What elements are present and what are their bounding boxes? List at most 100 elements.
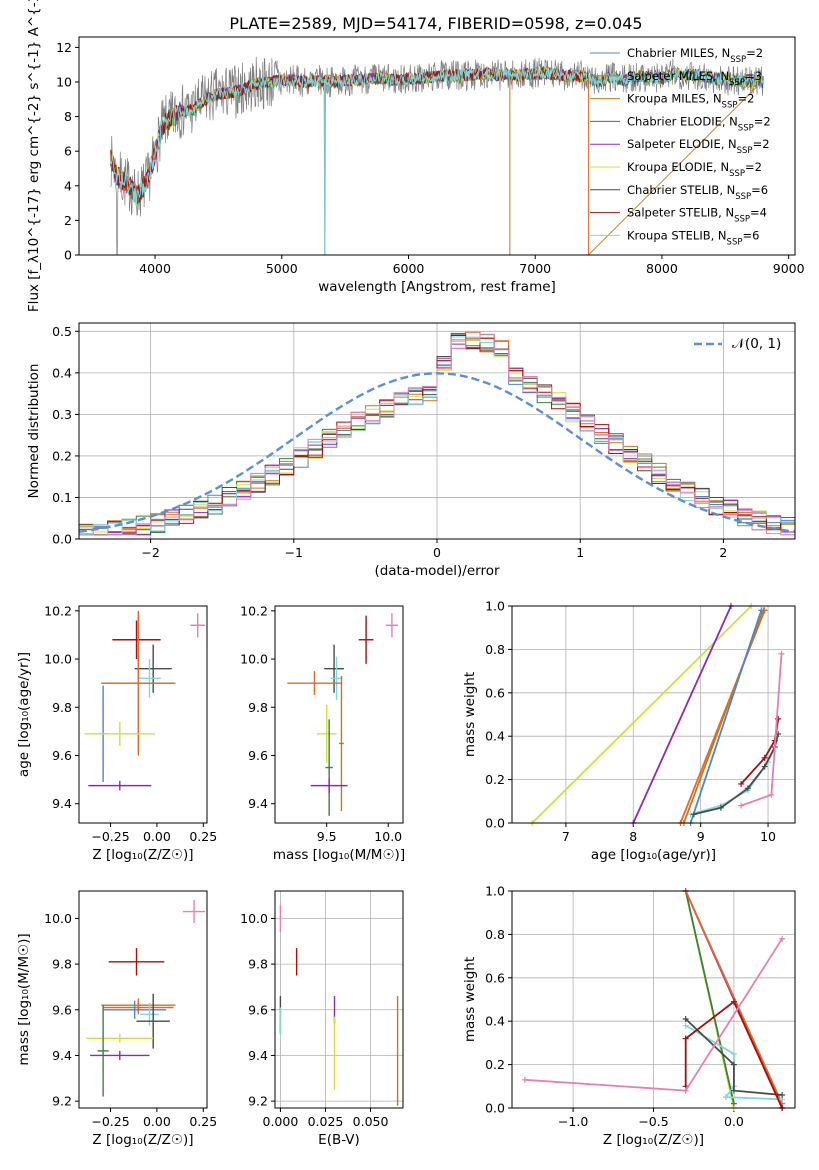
errorbar-point [103,1000,174,1015]
mass-weight-marker [717,804,724,811]
y-tick-label: 9.6 [52,748,72,763]
y-tick-label: 4 [64,178,72,193]
x-tick-label: 8000 [646,261,678,276]
y-tick-label: 10.0 [44,652,72,667]
y-tick-label: 9.6 [52,1002,72,1017]
y-tick-label: 0.2 [485,1057,505,1072]
y-tick-label: 0.4 [52,365,72,380]
y-tick-label: 0.4 [485,729,505,744]
y-tick-label: 12 [56,40,72,55]
errorbar-point [310,778,348,793]
x-tick-label: −1 [285,545,303,560]
x-tick-label: 9 [697,829,705,844]
x-tick-label: 7000 [519,261,551,276]
y-tick-label: 0.0 [485,816,505,831]
y-tick-label: 0.2 [52,448,72,463]
y-tick-label: 9.4 [248,796,268,811]
x-tick-label: 0.25 [189,829,217,844]
mass_vs_ebv-axes: 0.000 0.025 0.050 9.2 9.4 9.6 9.8 10.0 E(B-V) [240,891,403,1148]
y-tick-label: 0.0 [52,532,72,547]
y-tick-label: 9.8 [52,957,72,972]
errorbar-group [86,900,206,1097]
x-axis-label: mass [log₁₀(M/M☉)] [273,847,405,863]
y-tick-label: 1.0 [485,599,505,614]
x-axis-label: age [log₁₀(age/yr)] [591,847,716,863]
mass-weight-marker [761,754,768,761]
y-tick-label: 0.6 [485,685,505,700]
histogram-series [79,334,795,536]
y-tick-label: 9.8 [248,700,268,715]
model-spectrum-line [110,67,764,203]
y-tick-label: 9.4 [52,1048,72,1063]
y-tick-label: 2 [64,213,72,228]
errorbar-point [324,644,344,693]
x-tick-label: 1 [576,545,584,560]
x-tick-label: 6000 [393,261,425,276]
errorbar-point [108,948,165,976]
mass-weight-marker [738,780,745,787]
spectrum-frame [78,36,796,256]
x-tick-label: 0 [433,545,441,560]
errorbar-point [97,1005,109,1097]
x-tick-label: 0.000 [263,1114,299,1129]
mass-weight-line [689,610,763,824]
y-tick-label: 9.2 [52,1094,72,1109]
errorbar-group [279,904,399,1106]
y-tick-label: 9.8 [248,957,268,972]
mass-weight-marker [722,1094,729,1101]
mass-weight-marker [761,763,768,770]
mass-weight-line [684,890,783,1105]
y-tick-label: 10.2 [44,603,72,618]
y-axis-label: mass weight [462,957,478,1042]
y-tick-label: 10.0 [240,911,268,926]
x-axis-label: (data-model)/error [374,563,500,579]
errorbar-point [88,780,152,791]
errorbar-point [287,671,342,696]
mass_vs_Z-axes: −0.25 0.00 0.25 9.2 9.4 9.6 9.8 10.0 Z [log₁₀(Z/… [16,911,217,1148]
y-tick-label: 0.8 [485,642,505,657]
mass-weight-marker [738,802,745,809]
y-tick-label: 9.6 [248,748,268,763]
errorbar-point [86,1033,154,1043]
errorbar-point [84,721,156,746]
x-axis-label: Z [log₁₀(Z/Z☉)] [603,1132,704,1148]
y-tick-label: 0.6 [485,970,505,985]
y-tick-label: 6 [64,144,72,159]
histogram-frame [78,322,796,540]
figure-title: PLATE=2589, MJD=54174, FIBERID=0598, z=0… [229,14,642,33]
normal-curve [79,372,795,533]
errorbar-point [90,1050,150,1061]
errorbar-point [182,900,206,923]
mass-weight-lines [529,603,785,826]
x-tick-label: 0.050 [353,1114,389,1129]
errorbar-point [138,659,161,698]
x-tick-label: −0.5 [638,1114,668,1129]
x-tick-label: −0.25 [91,829,129,844]
mass-z-frame [78,890,208,1109]
y-tick-label: 9.4 [52,796,72,811]
y-tick-label: 1.0 [485,884,505,899]
x-tick-label: 5000 [266,261,298,276]
errorbar-point [136,993,170,1049]
y-axis-label: age [log₁₀(age/yr)] [16,652,32,777]
model-spectrum-line [110,66,764,207]
errorbar-point [103,613,174,754]
spectrum-lines [110,56,764,255]
mass-weight-marker [682,1022,689,1029]
mass-weight-line [684,890,735,1104]
errorbar-point [325,719,333,816]
errorbar-point [134,644,172,693]
errorbar-point [385,613,399,638]
mass-weight-marker [690,811,697,818]
y-tick-label: 10.2 [240,603,268,618]
mass-weight-line [632,605,732,824]
age-z-frame [78,605,208,824]
mass-weight-marker [744,785,751,792]
mass-weight-marker [730,1050,737,1057]
y-tick-label: 10.0 [240,652,268,667]
x-tick-label: 9.5 [317,829,337,844]
errorbar-group [287,613,399,816]
x-tick-label: 0.00 [143,829,171,844]
x-tick-label: 0.00 [143,1114,171,1129]
